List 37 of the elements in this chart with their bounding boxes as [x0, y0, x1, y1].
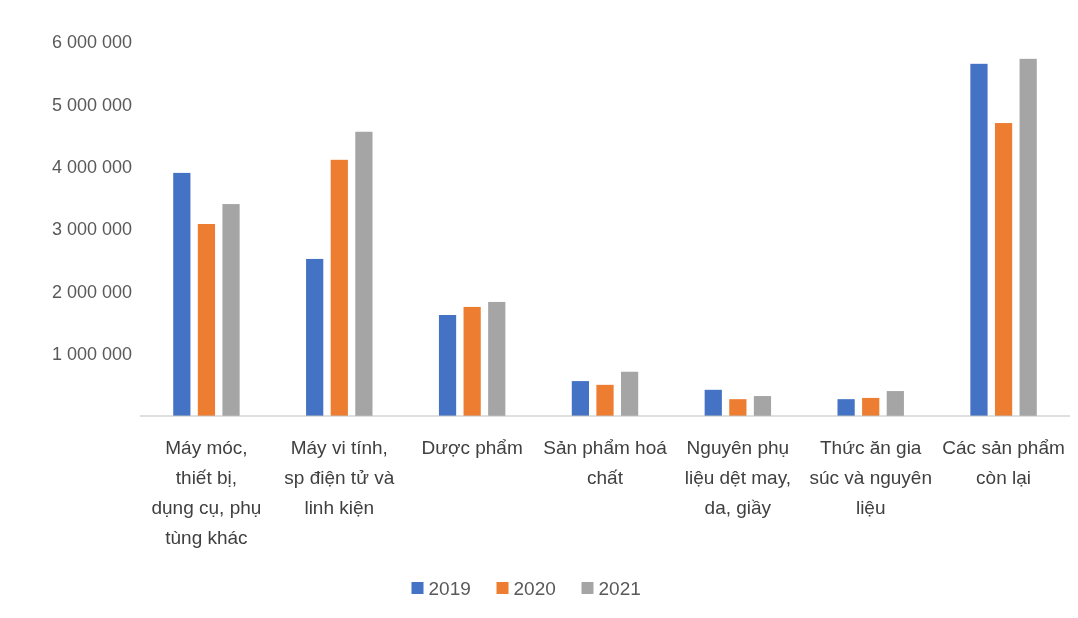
bar: [862, 397, 880, 416]
legend-label: 2019: [428, 577, 471, 599]
y-tick-label: 4 000 000: [51, 156, 132, 177]
x-tick-label: Máy móc, thiết bị, dụng cụ, phụ tùng khác: [151, 437, 262, 548]
bar: [222, 204, 240, 416]
bar: [729, 399, 747, 416]
bar: [620, 371, 639, 416]
bar: [837, 399, 855, 416]
legend-label: 2020: [513, 577, 556, 599]
x-tick-label: Nguyên phụ liệu dệt may, da, giầy: [684, 437, 792, 518]
y-tick-label: 1 000 000: [51, 343, 132, 364]
y-tick-label: 6 000 000: [51, 32, 132, 53]
bar: [994, 123, 1013, 416]
bar: [306, 258, 324, 416]
bar: [596, 384, 614, 416]
y-tick-label: 3 000 000: [51, 219, 132, 240]
x-tick-label: Máy vi tính, sp điện tử và linh kiện: [284, 437, 395, 518]
legend-label: 2021: [598, 577, 641, 599]
bar: [886, 391, 904, 416]
bar: [704, 389, 722, 416]
bar: [488, 301, 506, 416]
y-tick-label: 2 000 000: [51, 281, 132, 302]
x-tick-label: Thức ăn gia súc và nguyên liệu: [809, 437, 932, 518]
bar: [197, 224, 216, 416]
bar: [330, 159, 348, 416]
y-tick-label: 5 000 000: [51, 94, 132, 115]
bar: [970, 63, 988, 416]
x-tick-label: Dược phẩm: [421, 437, 523, 458]
x-tick-label: Sản phẩm hoá chất: [543, 437, 668, 488]
bar: [753, 396, 772, 416]
bar: [355, 131, 373, 416]
bar: [438, 315, 457, 416]
bar: [571, 381, 590, 416]
bar: [1019, 58, 1037, 416]
bar: [463, 306, 481, 416]
bar: [173, 172, 191, 416]
x-tick-label: Các sản phẩm còn lại: [942, 437, 1065, 488]
